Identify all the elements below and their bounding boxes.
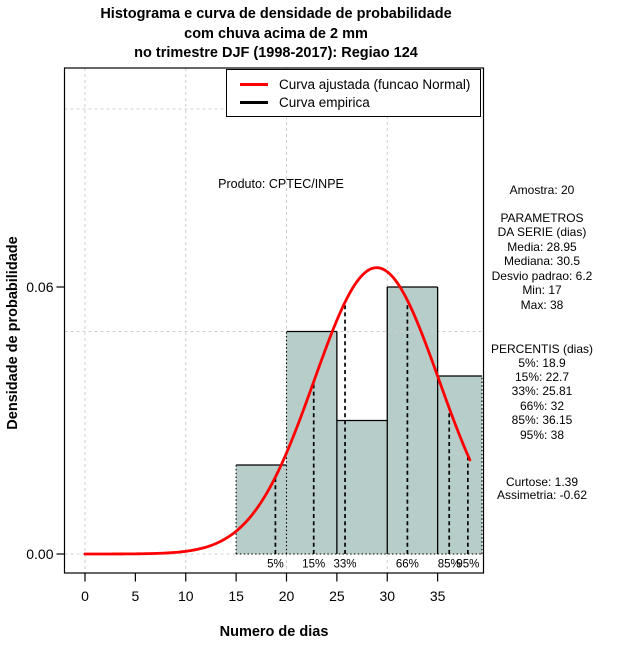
percentile-label: 15% — [302, 559, 325, 571]
stat-line: 85%: 36.15 — [511, 413, 573, 428]
percentile-label: 66% — [396, 559, 419, 571]
stat-line: Desvio padrao: 6.2 — [491, 268, 593, 283]
stat-curtose: Curtose: 1.39 — [505, 475, 579, 489]
legend: Curva ajustada (funcao Normal) Curva emp… — [226, 69, 481, 117]
plot-box — [63, 67, 485, 574]
x-tick-label: 30 — [379, 588, 395, 604]
legend-empirical-label: Curva empirica — [279, 94, 370, 110]
stat-parametros-header2: DA SERIE (dias) — [497, 225, 587, 239]
chart-title-line3: no trimestre DJF (1998-2017): Regiao 124 — [134, 45, 418, 61]
fitted-curve-line-sample — [240, 82, 268, 86]
stat-line: Max: 38 — [520, 297, 564, 312]
chart-title: Histograma e curva de densidade de proba… — [64, 5, 488, 64]
histogram-bar — [286, 331, 337, 554]
percentile-label: 33% — [334, 559, 357, 571]
histogram-bar — [387, 287, 438, 554]
stat-line: 95%: 38 — [519, 427, 565, 442]
legend-item-empirical: Curva empirica — [227, 94, 480, 110]
x-tick-label: 20 — [279, 588, 295, 604]
histogram-bar — [236, 465, 287, 554]
fitted-normal-curve — [83, 266, 472, 556]
y-tick-label: 0.00 — [26, 546, 53, 562]
legend-item-fitted: Curva ajustada (funcao Normal) — [227, 76, 480, 92]
stat-line: 15%: 22.7 — [514, 369, 570, 384]
stat-line: Min: 17 — [522, 283, 562, 298]
stats-panel: Amostra: 20 PARAMETROS DA SERIE (dias) M… — [478, 0, 606, 660]
x-tick-label: 35 — [430, 588, 446, 604]
percentis-list: 5%: 18.9 15%: 22.7 33%: 25.81 66%: 32 85%: 3… — [478, 356, 606, 442]
chart-title-line1: Histograma e curva de densidade de proba… — [100, 6, 452, 22]
chart-title-line2: com chuva acima de 2 mm — [184, 25, 368, 42]
x-axis-label: Numero de dias — [219, 624, 329, 640]
y-axis-label: Densidade de probabilidade — [5, 236, 21, 430]
x-tick-label: 25 — [329, 588, 345, 604]
empirical-curve-line-sample — [240, 100, 268, 104]
x-tick-label: 5 — [131, 588, 139, 604]
stat-line: Mediana: 30.5 — [503, 254, 581, 269]
produto-annotation: Produto: CPTEC/INPE — [218, 177, 344, 191]
x-tick-label: 0 — [81, 588, 89, 604]
stat-amostra: Amostra: 20 — [509, 183, 575, 197]
legend-fitted-label: Curva ajustada (funcao Normal) — [279, 76, 471, 92]
histogram-bar — [437, 376, 482, 554]
stat-line: 33%: 25.81 — [511, 384, 573, 399]
percentile-label: 95% — [456, 559, 479, 571]
stat-line: Media: 28.95 — [507, 240, 577, 254]
x-tick-label: 15 — [228, 588, 244, 604]
percentile-label: 85% — [438, 559, 461, 571]
y-tick-label: 0.06 — [26, 279, 53, 295]
stat-parametros-header1: PARAMETROS — [500, 211, 584, 225]
parametros-list: Media: 28.95 Mediana: 30.5 Desvio padrao: … — [478, 240, 606, 312]
stat-line: 66%: 32 — [519, 398, 565, 413]
x-tick-label: 10 — [178, 588, 194, 604]
stat-assimetria: Assimetria: -0.62 — [496, 487, 588, 502]
percentile-label: 5% — [267, 559, 284, 571]
stat-percentis-header: PERCENTIS (dias) — [490, 342, 594, 356]
stat-line: 5%: 18.9 — [518, 355, 566, 370]
